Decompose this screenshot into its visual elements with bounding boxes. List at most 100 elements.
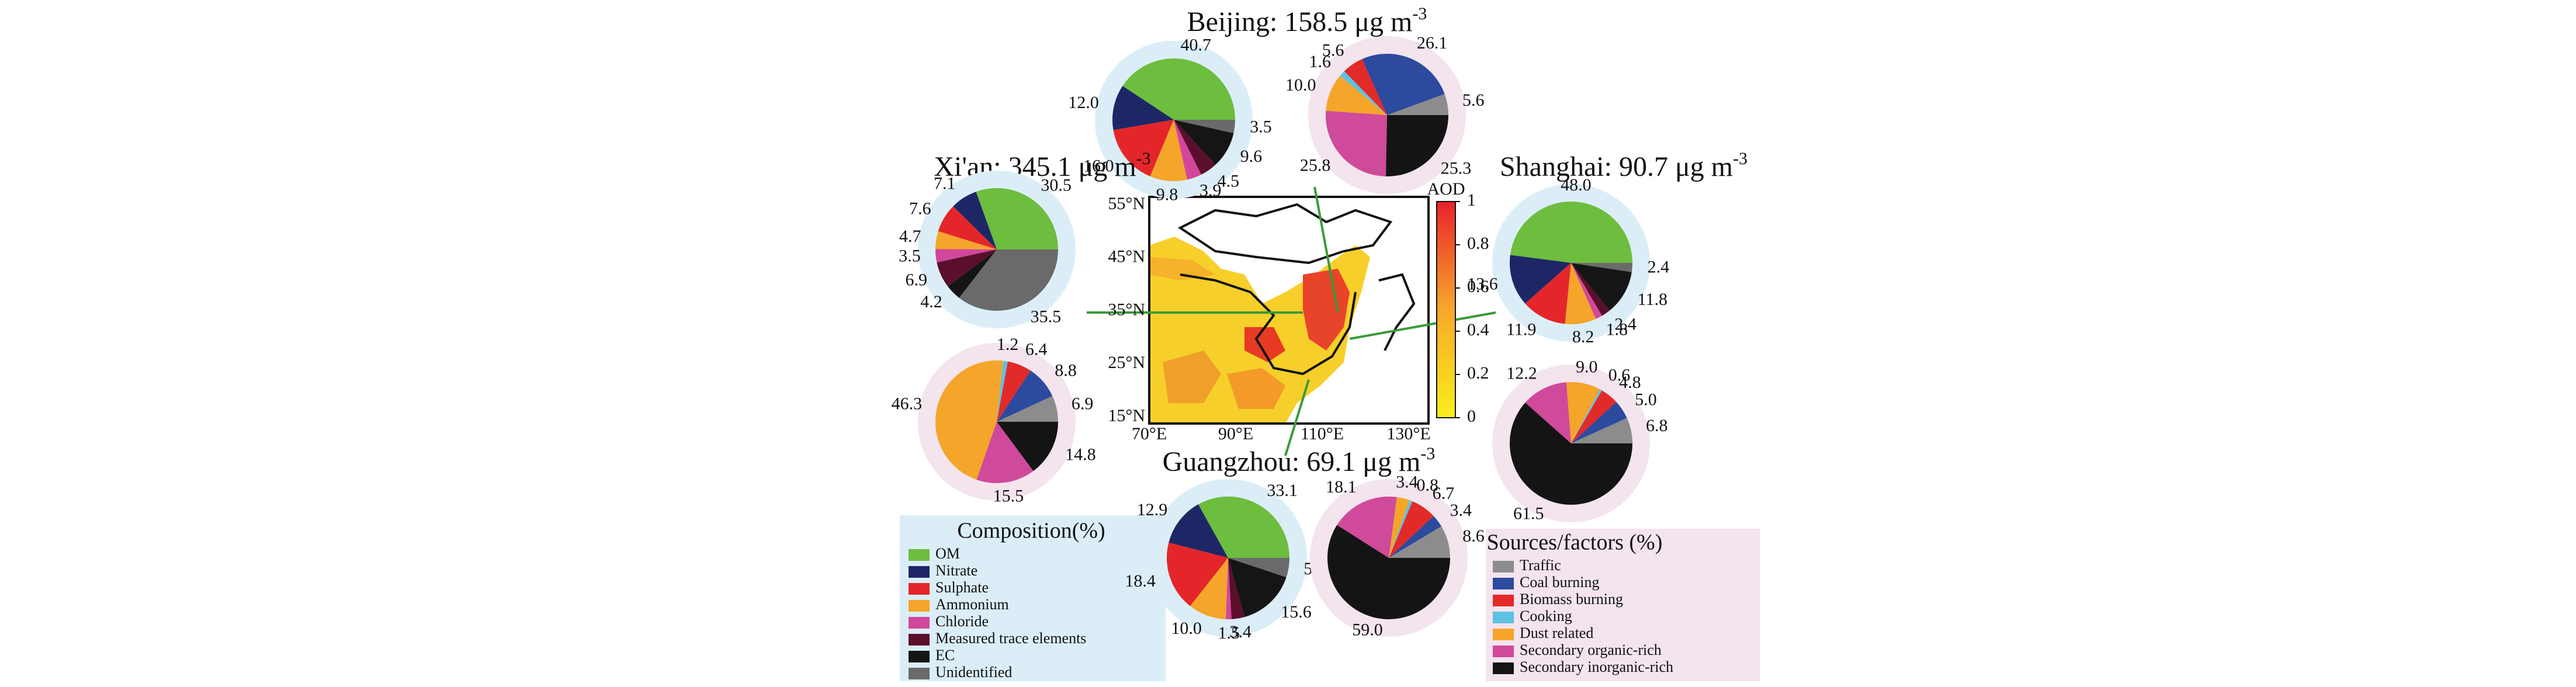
value-label: 3.4 <box>1396 473 1418 492</box>
pie-slice <box>1326 75 1387 115</box>
pie-slice <box>976 188 1058 249</box>
lat-label: 35°N <box>1108 300 1145 319</box>
connector <box>1313 186 1339 313</box>
lat-label: 15°N <box>1108 406 1145 425</box>
connector <box>1284 379 1310 456</box>
legend-swatch <box>909 634 930 646</box>
value-label: 9.8 <box>1156 185 1178 204</box>
title-text: Beijing: 158.5 μg m <box>1187 6 1413 37</box>
colorbar-tick-label: 0.2 <box>1467 363 1489 383</box>
title-text: Guangzhou: 69.1 μg m <box>1163 446 1421 477</box>
pie-slice <box>1228 558 1289 578</box>
value-label: 3.9 <box>1199 181 1222 200</box>
pie-slice <box>1571 263 1632 311</box>
value-label: 46.3 <box>892 394 923 413</box>
value-label: 0.8 <box>1416 476 1438 495</box>
pie-slice <box>1167 542 1228 606</box>
pie-slice <box>997 395 1058 422</box>
value-label: 18.1 <box>1326 477 1357 497</box>
value-label: 3.4 <box>1230 622 1252 641</box>
legend-label: EC <box>935 647 955 664</box>
value-label: 8.8 <box>1055 360 1077 380</box>
value-label: 8.2 <box>1572 327 1594 346</box>
pie-slice <box>976 422 1034 483</box>
title-exponent: -3 <box>1412 4 1427 23</box>
legend-label: Traffic <box>1520 557 1561 574</box>
pie-slice <box>1228 558 1287 617</box>
pie-slice <box>997 361 1031 422</box>
title-exponent: -3 <box>1733 149 1748 168</box>
legend-swatch <box>1493 646 1514 657</box>
value-label: 15.6 <box>1281 602 1312 622</box>
map <box>1087 186 1496 456</box>
colorbar <box>1436 201 1456 418</box>
pie-slice <box>1386 115 1448 176</box>
colorbar-tick-label: 1 <box>1467 190 1476 210</box>
value-label: 6.9 <box>1072 394 1094 414</box>
value-label: 15.5 <box>993 486 1024 505</box>
value-label: 1.5 <box>1218 623 1240 643</box>
value-label: 30.5 <box>1041 176 1072 195</box>
pie-slice <box>1362 53 1445 115</box>
value-label: 8.6 <box>1462 526 1485 546</box>
legend-label: Secondary organic-rich <box>1520 641 1662 658</box>
pie-slice <box>1571 389 1602 443</box>
pie-slice <box>1571 390 1617 443</box>
aod-hotspot <box>1163 351 1221 403</box>
value-label: 1.8 <box>1606 320 1628 339</box>
value-label: 11.8 <box>1638 290 1667 309</box>
pie-slice <box>948 249 997 298</box>
value-label: 6.7 <box>1433 484 1455 503</box>
pie-slice <box>997 360 1008 422</box>
value-label: 59.0 <box>1352 620 1383 640</box>
legend-label: Ammonium <box>935 596 1009 613</box>
value-label: 1.6 <box>1309 52 1331 71</box>
legend-swatch <box>1493 612 1514 623</box>
pie-slice <box>935 231 997 249</box>
legend-swatch <box>1493 629 1514 640</box>
value-label: 6.8 <box>1646 416 1668 435</box>
legend-swatch <box>909 668 930 679</box>
legend-swatch <box>909 583 930 595</box>
legend-swatch <box>909 651 930 662</box>
value-label: 48.0 <box>1561 175 1592 195</box>
value-label: 5.6 <box>1462 91 1485 110</box>
value-label: 7.6 <box>909 199 931 218</box>
value-label: 26.1 <box>1417 33 1448 53</box>
colorbar-tick-label: 0 <box>1467 407 1476 426</box>
legend-title: Sources/factors (%) <box>1487 530 1663 555</box>
aod-hotspot <box>1227 368 1285 409</box>
lon-label: 110°E <box>1301 424 1344 443</box>
lat-label: 25°N <box>1108 353 1145 372</box>
aod-hotspot <box>1244 327 1285 362</box>
pie-slice <box>1566 382 1600 443</box>
city-title: Beijing: 158.5 μg m-3 <box>1187 4 1427 37</box>
pie-slice <box>1169 504 1228 558</box>
colorbar-tick-label: 0.4 <box>1467 320 1489 339</box>
value-label: 13.6 <box>1467 274 1498 293</box>
pie-slice <box>1510 255 1571 304</box>
legend-label: Unidentified <box>935 664 1012 681</box>
pie-slice <box>1198 497 1289 558</box>
border <box>1178 203 1393 265</box>
lon-label: 70°E <box>1132 424 1167 443</box>
legend-swatch <box>909 566 930 578</box>
value-label: 4.2 <box>920 292 942 311</box>
pie-slice <box>1571 263 1632 272</box>
pie-slice <box>1228 558 1245 619</box>
colorbar-tick-label: 0.6 <box>1467 277 1489 296</box>
value-label: 10.0 <box>1285 75 1316 95</box>
lat-label: 45°N <box>1108 247 1145 266</box>
value-label: 25.8 <box>1300 155 1331 175</box>
pie-slice <box>1112 86 1174 130</box>
pie-slice <box>1122 58 1235 120</box>
pie-slice <box>1571 418 1632 443</box>
legend-label: Biomass burning <box>1520 591 1623 608</box>
pie-slice <box>953 192 997 249</box>
pie-slice <box>935 249 997 263</box>
land-aod <box>1149 257 1215 280</box>
value-label: 16.0 <box>1083 156 1114 175</box>
pie-slice <box>1571 263 1610 316</box>
city-title: Guangzhou: 69.1 μg m-3 <box>1163 444 1436 477</box>
